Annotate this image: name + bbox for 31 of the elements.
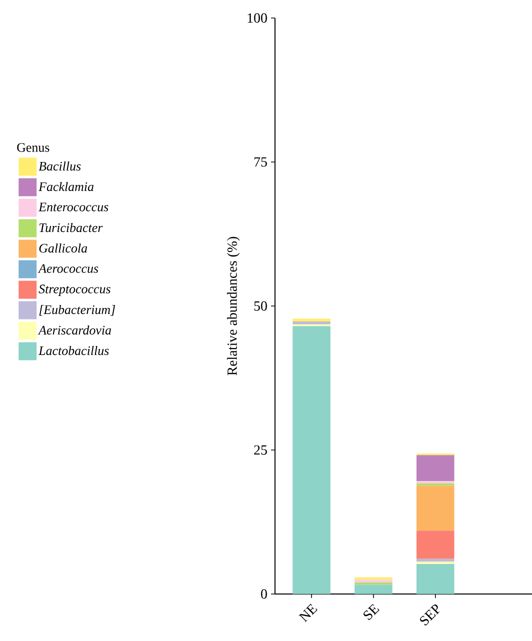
- legend-label: Turicibacter: [39, 222, 103, 232]
- legend-label: Streptococcus: [38, 284, 110, 296]
- bar: [292, 318, 330, 322]
- y-tick-label: 75: [254, 157, 267, 167]
- legend-title: Genus: [17, 143, 50, 152]
- x-tick-label: NE: [298, 604, 318, 622]
- legend-label: Gallicola: [39, 243, 88, 253]
- legend-label: Aeriscardovia: [38, 325, 112, 335]
- y-tick-label: 100: [248, 13, 267, 23]
- legend-label: Enterococcus: [38, 202, 108, 212]
- y-tick-label: 25: [254, 445, 267, 455]
- bar: [354, 584, 392, 594]
- y-tick-label: 50: [254, 301, 267, 311]
- bar: [416, 562, 454, 564]
- bar: [416, 564, 454, 594]
- y-axis-title: Relative abundances (%): [227, 236, 240, 376]
- bar: [416, 455, 454, 482]
- legend-label: Bacillus: [38, 161, 81, 171]
- bar: [416, 530, 454, 559]
- x-tick-label: SEP: [420, 604, 440, 626]
- legend-label: Aerococcus: [38, 264, 98, 273]
- legend-label: Lactobacillus: [38, 346, 109, 356]
- legend-label: Facklamia: [38, 182, 94, 192]
- bar: [354, 580, 392, 582]
- x-tick-label: SE: [364, 604, 380, 620]
- bar: [292, 326, 330, 594]
- bar: [416, 486, 454, 531]
- y-tick-label: 0: [261, 589, 267, 599]
- bar: [354, 582, 392, 585]
- bar: [292, 322, 330, 324]
- legend-label: [Eubacterium]: [39, 304, 116, 316]
